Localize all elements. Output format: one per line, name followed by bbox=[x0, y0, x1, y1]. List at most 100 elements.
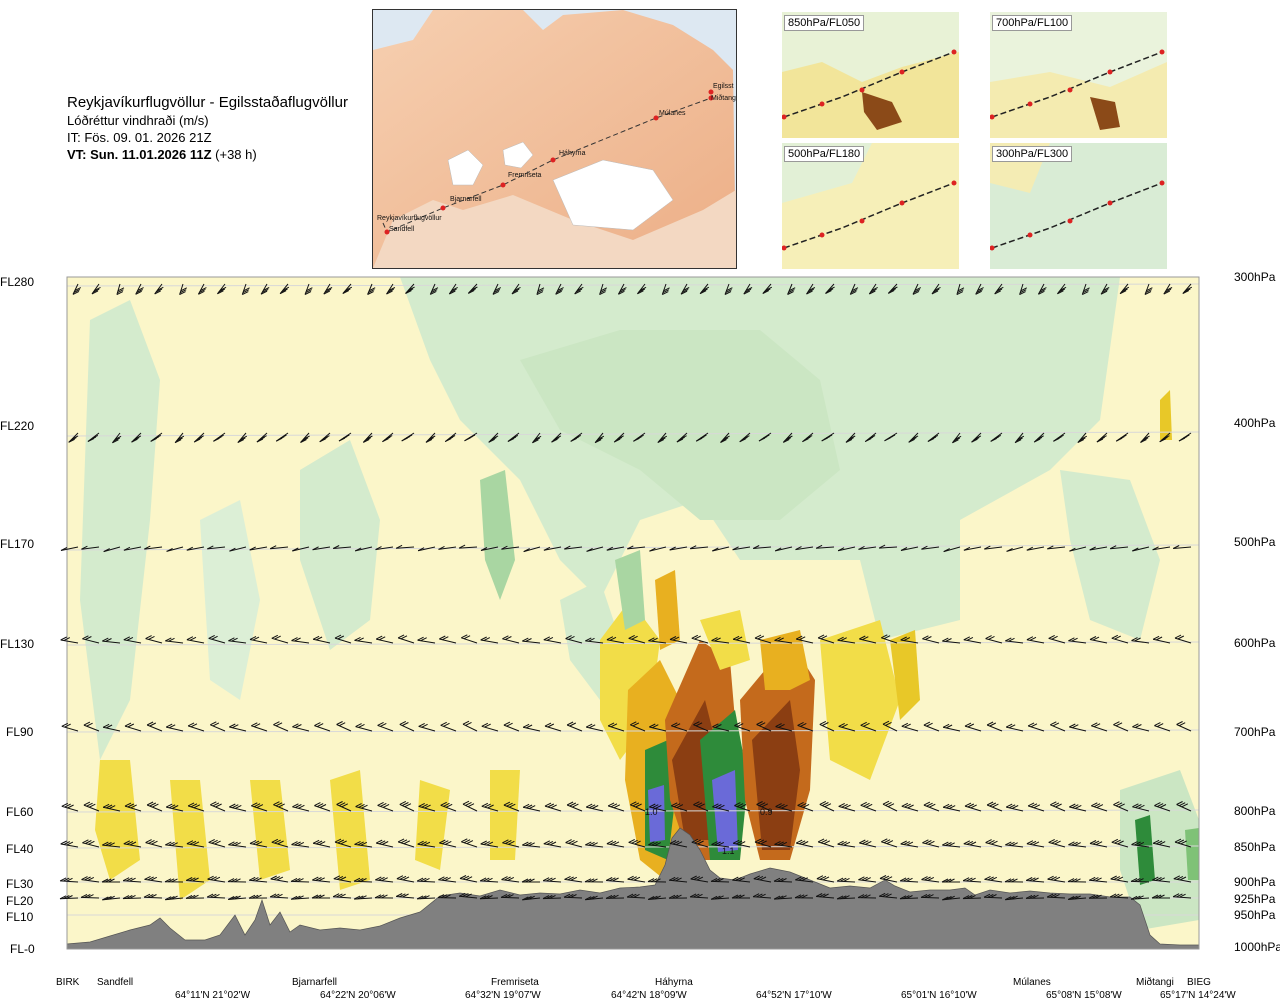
wind-barb-flag-635 bbox=[714, 637, 721, 642]
wind-barb-flag-75 bbox=[451, 286, 458, 291]
wind-barb-flag-722 bbox=[190, 723, 198, 728]
wind-barb-flag-712 bbox=[124, 722, 132, 727]
wind-barb-1368 bbox=[438, 879, 457, 883]
wind-barb-flag-949 bbox=[503, 801, 511, 806]
station-label-birk: BIRK bbox=[56, 977, 80, 988]
wind-barb-flag-951 bbox=[509, 803, 516, 808]
wind-barb-627 bbox=[669, 639, 688, 644]
map-label-hahyrna: Háhyrna bbox=[559, 150, 586, 157]
wind-barb-flag-1713 bbox=[1109, 893, 1117, 898]
wind-barb-flag-39 bbox=[262, 287, 270, 291]
wind-barb-flag-1575 bbox=[381, 894, 388, 899]
wind-barb-flag-305 bbox=[532, 439, 539, 444]
wind-barb-flag-1302 bbox=[84, 876, 91, 881]
wind-barb-1188 bbox=[628, 841, 646, 848]
wind-barb-flag-954 bbox=[525, 804, 533, 809]
wind-barb-flag-395 bbox=[994, 434, 1002, 439]
station-label-mulanes: Múlanes bbox=[1013, 977, 1051, 988]
wind-barb-flag-559 bbox=[186, 636, 194, 641]
wind-barb-flag-1213 bbox=[754, 838, 762, 843]
wind-barb-440 bbox=[144, 546, 163, 550]
wind-barb-636 bbox=[732, 638, 751, 644]
wind-barb-flag-299 bbox=[491, 435, 499, 440]
wind-barb-216 bbox=[68, 432, 79, 443]
wind-barb-flag-1335 bbox=[255, 877, 262, 882]
wind-barb-flag-1339 bbox=[276, 876, 284, 881]
wind-barb-flag-1565 bbox=[332, 893, 340, 898]
wind-barb-flag-725 bbox=[212, 722, 220, 727]
wind-barb-flag-105 bbox=[618, 290, 625, 295]
wind-barb-flag-1181 bbox=[585, 841, 592, 846]
wind-barb-flag-501 bbox=[774, 547, 782, 552]
wind-barb-flag-1470 bbox=[966, 877, 973, 882]
wind-barb-flag-71 bbox=[431, 287, 439, 292]
wind-barb-flag-21 bbox=[179, 291, 186, 296]
wind-barb-948 bbox=[503, 804, 520, 812]
wind-barb-60 bbox=[386, 283, 394, 295]
wind-barb-flag-231 bbox=[134, 435, 142, 440]
wind-barb-204 bbox=[1144, 283, 1150, 295]
wind-barb-flag-1071 bbox=[1138, 804, 1145, 809]
wind-barb-flag-341 bbox=[720, 439, 727, 443]
wind-barb-flag-1459 bbox=[906, 877, 913, 882]
wind-barb-flag-175 bbox=[977, 287, 984, 292]
wind-barb-504 bbox=[816, 546, 835, 549]
wind-barb-840 bbox=[1027, 725, 1045, 732]
wind-barb-flag-18 bbox=[155, 288, 163, 293]
wind-barb-flag-1334 bbox=[252, 877, 259, 882]
wind-barb-908 bbox=[292, 806, 310, 812]
wind-barb-flag-469 bbox=[438, 545, 445, 550]
wind-barb-flag-370 bbox=[866, 436, 874, 441]
wind-barb-1032 bbox=[942, 806, 961, 812]
wind-barb-flag-497 bbox=[732, 546, 739, 551]
wind-barb-flag-782 bbox=[610, 723, 618, 728]
wind-barb-flag-905 bbox=[273, 801, 280, 806]
wind-barb-flag-1247 bbox=[928, 840, 935, 845]
wind-barb-flag-533 bbox=[1109, 545, 1117, 550]
wind-barb-flag-1643 bbox=[738, 894, 745, 899]
wind-barb-flag-1561 bbox=[311, 894, 319, 899]
wind-barb-160 bbox=[912, 283, 919, 295]
wind-barb-flag-467 bbox=[417, 547, 425, 552]
wind-barb-flag-209 bbox=[1163, 290, 1171, 295]
wind-barb-flag-353 bbox=[783, 438, 790, 443]
wind-barb-flag-1098 bbox=[148, 839, 155, 844]
wind-barb-494 bbox=[712, 546, 730, 552]
wind-barb-flag-1461 bbox=[921, 876, 928, 881]
wind-barb-396 bbox=[1014, 432, 1024, 444]
wind-barb-928 bbox=[399, 803, 415, 812]
wind-barb-flag-121 bbox=[699, 290, 707, 295]
wind-barb-flag-1586 bbox=[440, 894, 448, 899]
wind-barb-flag-1679 bbox=[927, 894, 934, 899]
wind-barb-1092 bbox=[123, 843, 142, 848]
wind-barb-flag-122 bbox=[701, 288, 708, 293]
wind-barb-flag-755 bbox=[421, 723, 428, 728]
wind-barb-flag-1102 bbox=[168, 841, 175, 846]
wind-barb-248 bbox=[237, 432, 247, 443]
wind-barb-1480 bbox=[1026, 880, 1045, 883]
wind-barb-flag-1441 bbox=[816, 875, 824, 880]
wind-barb-flag-1078 bbox=[1178, 802, 1186, 807]
wind-barb-612 bbox=[565, 638, 583, 644]
wind-barb-flag-451 bbox=[249, 546, 256, 551]
wind-barb-1004 bbox=[797, 804, 814, 812]
station-label-sandfell: Sandfell bbox=[97, 977, 133, 988]
wind-barb-flag-653 bbox=[840, 637, 847, 642]
wind-barb-flag-23 bbox=[180, 287, 188, 292]
wind-barb-flag-1266 bbox=[1029, 840, 1037, 845]
wind-barb-868 bbox=[83, 804, 100, 812]
wind-barb-flag-1534 bbox=[168, 895, 175, 900]
wind-barb-flag-1662 bbox=[840, 895, 847, 900]
wind-barb-flag-821 bbox=[885, 721, 892, 726]
wind-barb-flag-149 bbox=[850, 290, 857, 295]
wind-barb-flag-700 bbox=[1174, 634, 1182, 639]
wind-barb-flag-899 bbox=[235, 804, 242, 809]
mini-map-700-svg bbox=[990, 12, 1167, 138]
wind-barb-flag-1517 bbox=[80, 893, 88, 898]
wind-barb-484 bbox=[606, 546, 625, 551]
wind-barb-900 bbox=[251, 805, 268, 812]
wind-barb-flag-401 bbox=[1033, 438, 1041, 443]
mini-map-700: 700hPa/FL100 bbox=[990, 12, 1167, 138]
wind-barb-flag-784 bbox=[630, 721, 637, 726]
wind-barb-flag-1003 bbox=[781, 804, 788, 809]
